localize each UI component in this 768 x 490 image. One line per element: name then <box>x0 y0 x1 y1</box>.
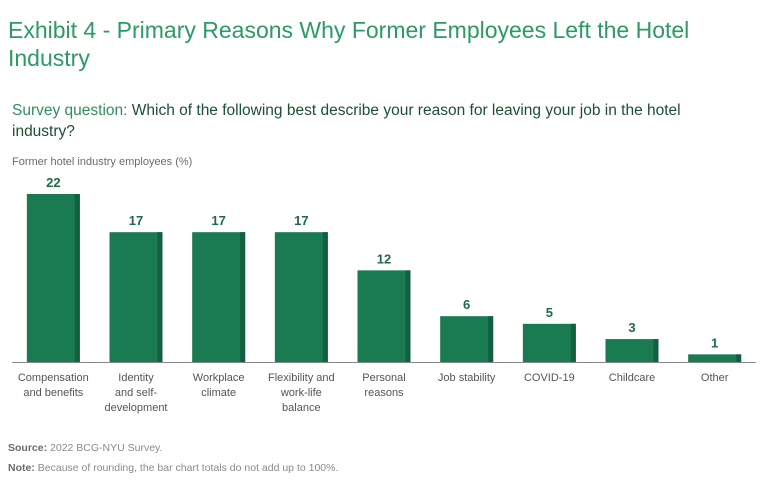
bar-group: 1 Other <box>688 335 742 384</box>
source-label: Source: <box>8 442 48 454</box>
bar <box>688 354 742 362</box>
survey-question-text: Which of the following best describe you… <box>12 102 681 140</box>
bar-group: 17 Workplace climate <box>192 213 246 399</box>
bar-value-label: 5 <box>546 305 553 320</box>
bar-group: 6 Job stability <box>438 297 496 384</box>
bar-shade <box>157 232 163 362</box>
bar-value-label: 3 <box>628 320 635 335</box>
bar-value-label: 17 <box>129 213 143 228</box>
bar-group: 17 Flexibility and work-life balance <box>268 213 335 414</box>
bar-shade <box>322 232 328 362</box>
bar <box>357 270 411 362</box>
bar <box>274 232 328 362</box>
note-label: Note: <box>8 462 35 474</box>
source-text: 2022 BCG-NYU Survey. <box>50 442 163 454</box>
bar-shade <box>570 323 576 362</box>
bar <box>522 323 576 362</box>
x-tick-label: Identity and self-development <box>105 372 168 414</box>
chart-title: Exhibit 4 - Primary Reasons Why Former E… <box>8 17 690 71</box>
bar-chart: 22 Compensation and benefits 17 Identity and … <box>12 175 756 414</box>
note-text: Because of rounding, the bar chart total… <box>37 462 339 474</box>
bar-group: 22 Compensation and benefits <box>18 175 89 399</box>
bar-value-label: 17 <box>211 213 225 228</box>
x-tick-label: Flexibility and work-life balance <box>268 372 335 414</box>
x-tick-label: COVID-19 <box>524 372 575 384</box>
x-tick-label: Compensation and benefits <box>18 372 89 399</box>
bar <box>26 194 80 362</box>
x-tick-label: Childcare <box>609 372 655 384</box>
x-tick-label: Job stability <box>438 372 496 384</box>
bar-group: 17 Identity and self-development <box>105 213 168 414</box>
bar <box>109 232 163 362</box>
source-note: Source: 2022 BCG-NYU Survey. <box>8 442 162 454</box>
bar <box>192 232 246 362</box>
bar-shade <box>240 232 246 362</box>
bar-shade <box>405 270 411 362</box>
x-tick-label: Other <box>701 372 729 384</box>
bar <box>605 339 659 362</box>
bar-shade <box>488 316 494 362</box>
bar-value-label: 22 <box>46 175 60 190</box>
x-tick-label: Workplace climate <box>193 372 245 399</box>
bar-shade <box>736 354 742 362</box>
bar-value-label: 17 <box>294 213 308 228</box>
bar <box>440 316 494 362</box>
bar-group: 3 Childcare <box>605 320 659 384</box>
bar-shade <box>74 194 80 362</box>
bar-value-label: 1 <box>711 335 718 350</box>
bar-value-label: 6 <box>463 297 470 312</box>
footnote: Note: Because of rounding, the bar chart… <box>8 462 338 474</box>
bar-group: 5 COVID-19 <box>522 305 576 384</box>
survey-question: Survey question: Which of the following … <box>12 100 732 142</box>
y-axis-label: Former hotel industry employees (%) <box>12 156 193 168</box>
bar-group: 12 Personal reasons <box>357 251 411 399</box>
x-tick-label: Personal reasons <box>362 372 405 399</box>
bar-shade <box>653 339 659 362</box>
survey-question-label: Survey question: <box>12 102 128 119</box>
bar-value-label: 12 <box>377 251 391 266</box>
